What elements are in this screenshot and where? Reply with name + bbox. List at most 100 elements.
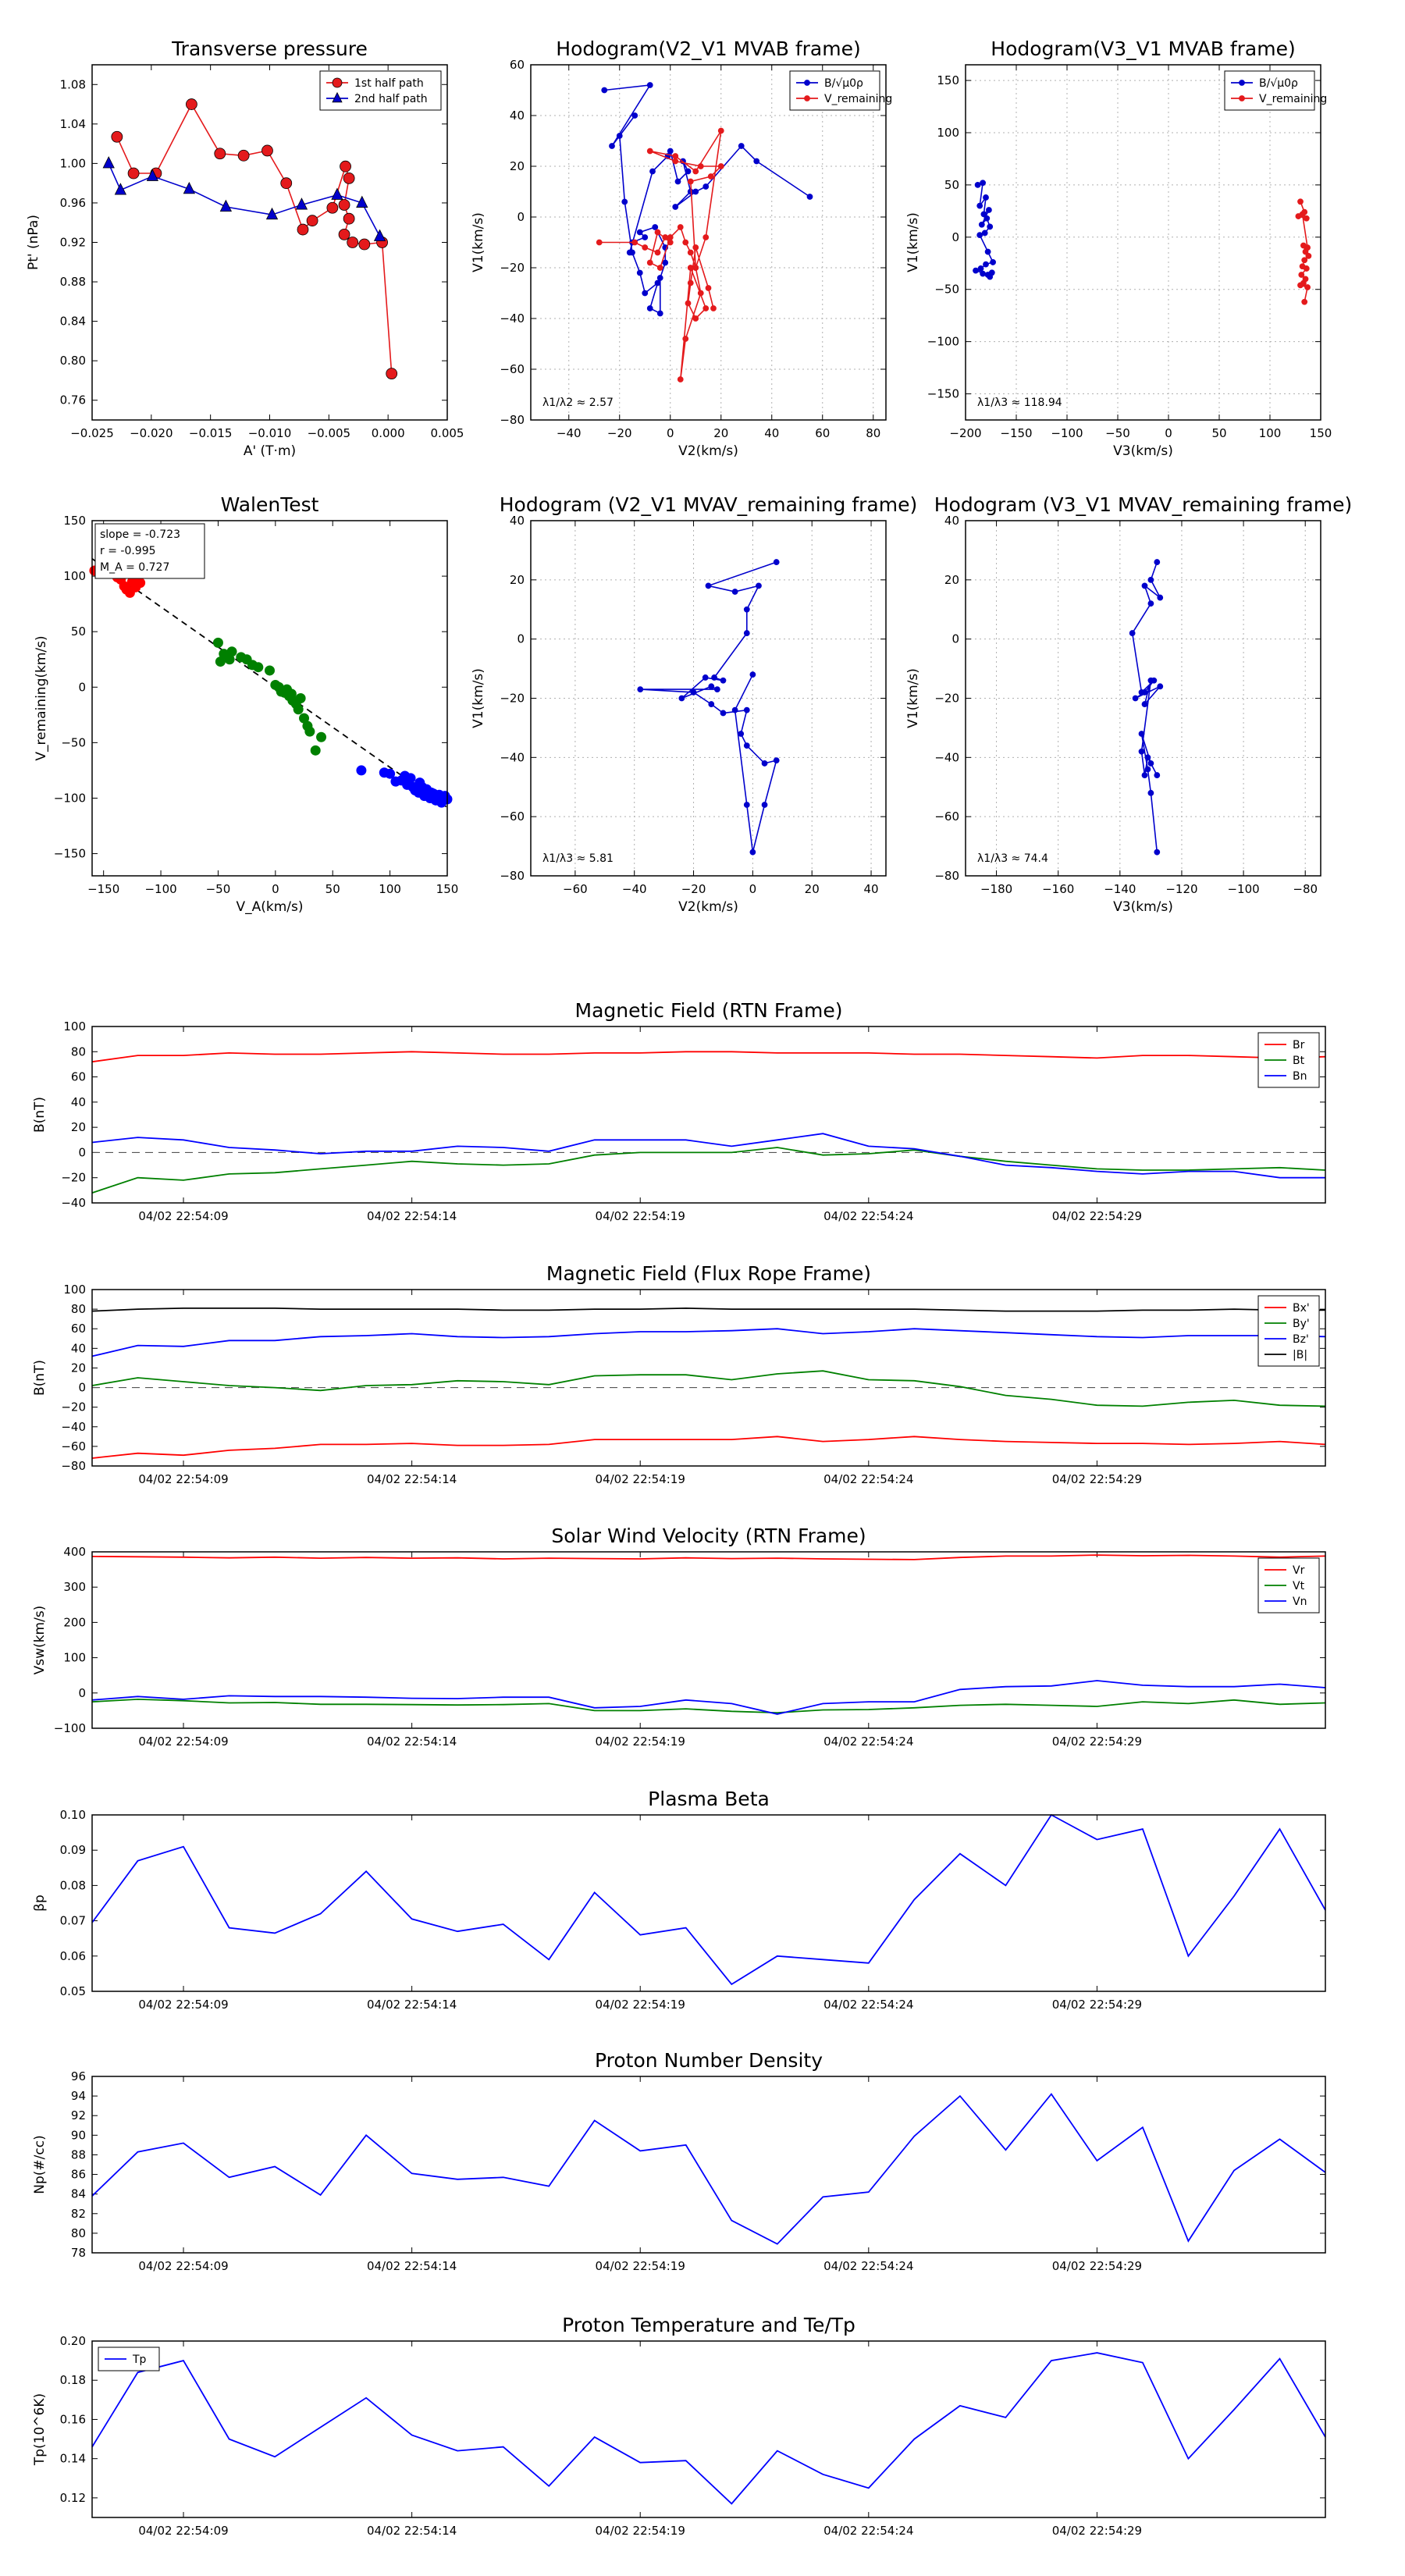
data-point-green [310,745,321,756]
legend-label-bt: Bt [1293,1055,1305,1067]
chart-panel-h3: Hodogram (V2_V1 MVAV_remaining frame) −60… [471,493,917,915]
x-tick-label: 80 [866,426,880,440]
x-axis-label: V2(km/s) [678,443,738,459]
data-point-b-0 [702,183,710,190]
chart-panel-bflux: Magnetic Field (Flux Rope Frame) 04/02 22… [32,1262,1326,1486]
data-point-1st-half-path [338,228,350,240]
y-tick-label: −40 [500,750,525,764]
x-tick-label: 04/02 22:54:09 [138,1735,228,1749]
y-tick-label: −40 [61,1420,86,1434]
y-tick-label: 92 [71,2108,86,2122]
data-point-b-0 [642,290,649,297]
y-tick-label: 0 [78,1686,86,1700]
data-point-v-remaining [692,168,699,175]
data-point-green [265,665,275,676]
x-tick-label: 40 [863,882,878,896]
x-tick-label: 60 [815,426,830,440]
legend-label-2nd-half-path: 2nd half path [354,93,428,105]
data-point-v [1154,849,1161,856]
legend-box [319,70,442,111]
data-point-b-0 [981,229,988,237]
legend-label-v-remaining: V_remaining [824,93,892,105]
data-point-b-0 [980,180,986,187]
y-tick-label: 0 [78,680,86,694]
legend-label-bx: Bx' [1293,1302,1310,1315]
stats-box [94,523,205,579]
chart-title: Plasma Beta [648,1788,770,1810]
plot-frame [91,1814,1326,1992]
data-point-b-0 [656,310,663,317]
x-tick-label: 04/02 22:54:29 [1052,1472,1142,1486]
x-tick-label: 0.005 [431,426,464,440]
data-point-v [1132,695,1139,702]
x-tick-label: 0 [1165,426,1172,440]
y-tick-label: 88 [71,2147,86,2161]
chart-title: Transverse pressure [171,37,368,60]
data-point-v [761,760,768,767]
data-point-b-0 [616,133,623,139]
legend-box [98,2347,160,2371]
data-point-v-remaining [662,234,669,240]
data-point-green [286,688,297,699]
series-line-by [91,1370,1326,1407]
series-line-2nd-half-path [108,163,381,237]
data-point-v [1141,582,1148,589]
y-tick-label: 20 [71,1120,86,1134]
data-point-1st-half-path [340,160,351,173]
stats-line: slope = -0.723 [100,528,180,541]
x-tick-label: −180 [980,882,1012,896]
chart-title: Magnetic Field (RTN Frame) [575,999,843,1022]
y-tick-label: −20 [61,1400,86,1414]
y-tick-label: 80 [71,1044,86,1059]
data-point-b-0 [649,168,656,175]
y-tick-label: 90 [71,2128,86,2142]
y-tick-label: 80 [71,1302,86,1316]
y-tick-label: −40 [500,311,525,326]
y-tick-label: 0 [78,1381,86,1395]
data-point-v [743,630,750,636]
data-point-v [702,674,709,681]
data-point-b-0 [974,181,981,188]
y-tick-label: −60 [500,809,525,824]
y-tick-label: 60 [510,58,525,72]
x-tick-label: −20 [607,426,632,440]
data-point-1st-half-path [386,368,398,379]
x-tick-label: 20 [805,882,820,896]
data-point-v-remaining [685,300,692,307]
x-tick-label: 04/02 22:54:14 [367,1472,457,1486]
x-tick-label: 04/02 22:54:24 [823,1998,913,2012]
x-tick-label: 04/02 22:54:14 [367,1209,457,1223]
chart-panel-h4: Hodogram (V3_V1 MVAV_remaining frame) −18… [905,493,1352,915]
x-tick-label: 04/02 22:54:09 [138,1998,228,2012]
chart-panel-pt: Transverse pressure −0.025 −0.020 −0.015 −0.… [26,37,464,459]
x-tick-label: 04/02 22:54:19 [596,2524,685,2538]
data-point-2nd-half-path [146,169,158,181]
legend-label-tp: Tp [132,2354,147,2366]
data-point-v-remaining [682,239,689,246]
y-tick-label: 0 [517,210,525,224]
y-axis-label: βp [32,1895,48,1912]
legend-label-bz: Bz' [1293,1333,1309,1346]
data-point-b-0 [654,279,661,286]
legend-swatch-marker [1239,95,1245,101]
data-point-v [1147,576,1154,583]
plot-frame [91,2340,1326,2518]
x-tick-label: 04/02 22:54:09 [138,1209,228,1223]
x-tick-label: 04/02 22:54:24 [823,1209,913,1223]
y-tick-label: −20 [500,261,525,275]
data-point-v [1154,772,1161,778]
plot-frame [530,64,887,421]
data-point-b-0 [984,248,991,255]
data-point-b-0 [662,259,669,266]
y-tick-label: 150 [937,73,959,87]
data-point-b-0 [977,265,984,272]
legend-label-by: By' [1293,1318,1310,1330]
plot-frame [91,1026,1326,1204]
data-point-v-remaining [1301,257,1308,264]
y-tick-label: 20 [944,573,959,587]
data-point-green [316,731,327,742]
x-tick-label: 0 [667,426,674,440]
x-tick-label: 04/02 22:54:19 [596,2259,685,2273]
data-point-v-remaining [596,239,603,246]
data-point-2nd-half-path [356,195,368,208]
